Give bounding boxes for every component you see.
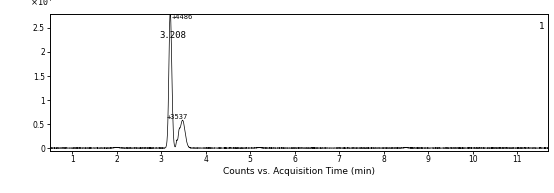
Text: 3.208: 3.208 bbox=[160, 30, 186, 40]
Text: +4486: +4486 bbox=[172, 14, 193, 20]
Text: +3537: +3537 bbox=[167, 114, 188, 120]
Text: 1: 1 bbox=[539, 22, 545, 31]
X-axis label: Counts vs. Acquisition Time (min): Counts vs. Acquisition Time (min) bbox=[223, 167, 375, 176]
Text: $\times$10$^4$: $\times$10$^4$ bbox=[30, 0, 53, 8]
